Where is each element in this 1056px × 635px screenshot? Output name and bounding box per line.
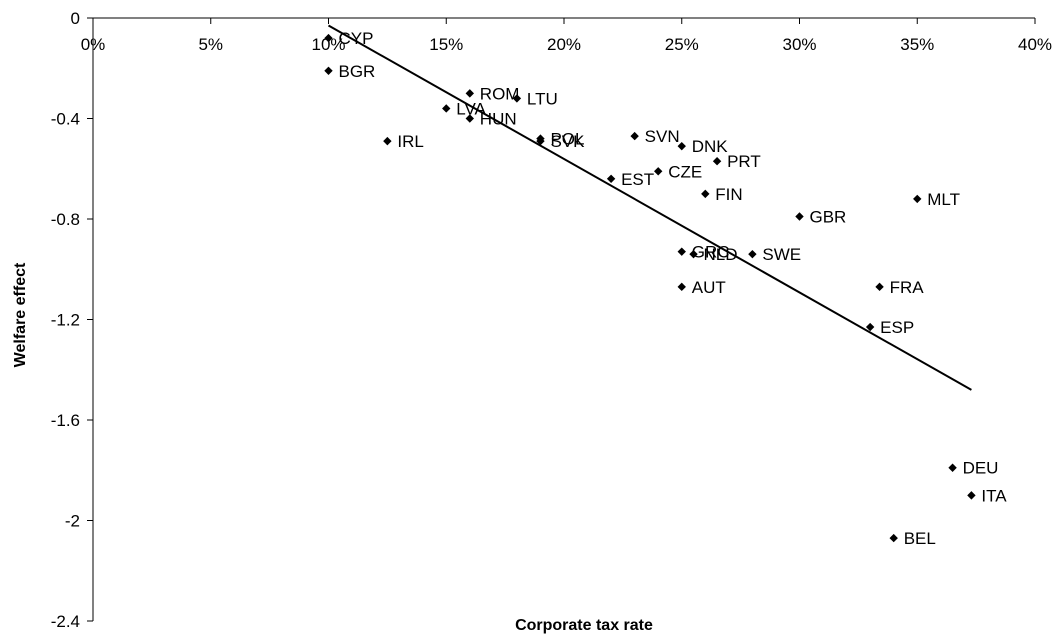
data-point-marker bbox=[512, 94, 522, 103]
data-point-label: GBR bbox=[810, 207, 847, 226]
data-point-label: EST bbox=[621, 170, 654, 189]
data-point-label: LTU bbox=[527, 89, 558, 108]
data-point-label: ESP bbox=[880, 318, 914, 337]
data-point-marker bbox=[948, 463, 957, 472]
data-point-label: NLD bbox=[704, 245, 738, 264]
y-tick-label: 0 bbox=[71, 9, 80, 28]
data-point-label: IRL bbox=[397, 132, 423, 151]
data-point-label: HUN bbox=[480, 110, 517, 129]
x-tick-label: 30% bbox=[782, 35, 816, 54]
data-point-marker bbox=[654, 167, 663, 176]
data-point-label: CZE bbox=[668, 162, 702, 181]
data-point-label: MLT bbox=[927, 190, 960, 209]
data-point-marker bbox=[889, 533, 898, 543]
data-point-marker bbox=[689, 249, 698, 259]
data-point-label: PRT bbox=[727, 152, 761, 171]
x-tick-label: 35% bbox=[900, 35, 934, 54]
x-tick-label: 5% bbox=[198, 35, 223, 54]
x-axis-title: Corporate tax rate bbox=[515, 617, 653, 634]
data-point-marker bbox=[630, 131, 639, 141]
x-tick-label: 20% bbox=[547, 35, 581, 54]
data-point-label: BEL bbox=[904, 529, 936, 548]
data-point-label: ITA bbox=[981, 486, 1007, 505]
y-tick-label: -2.4 bbox=[51, 612, 80, 631]
x-tick-label: 40% bbox=[1018, 35, 1052, 54]
data-point-marker bbox=[324, 66, 333, 75]
data-point-marker bbox=[606, 174, 616, 183]
data-point-label: SVK bbox=[550, 132, 585, 151]
data-point-marker bbox=[677, 141, 686, 151]
data-point-label: DEU bbox=[963, 459, 999, 478]
x-tick-label: 0% bbox=[81, 35, 106, 54]
data-point-marker bbox=[865, 322, 875, 332]
data-point-marker bbox=[795, 212, 804, 221]
data-point-label: SVN bbox=[645, 127, 680, 146]
data-point-marker bbox=[913, 194, 922, 204]
x-tick-label: 25% bbox=[665, 35, 699, 54]
y-axis-title: Welfare effect bbox=[12, 262, 29, 367]
data-point-label: FIN bbox=[715, 185, 742, 204]
data-point-marker bbox=[677, 247, 686, 256]
y-tick-label: -2 bbox=[65, 512, 80, 531]
y-tick-label: -0.4 bbox=[51, 110, 80, 129]
data-point-label: DNK bbox=[692, 137, 729, 156]
y-tick-label: -1.6 bbox=[51, 411, 80, 430]
data-point-marker bbox=[967, 491, 976, 500]
data-point-marker bbox=[442, 104, 451, 113]
data-point-label: FRA bbox=[890, 278, 925, 297]
x-tick-label: 15% bbox=[429, 35, 463, 54]
data-point-marker bbox=[324, 33, 333, 43]
data-point-label: SWE bbox=[762, 245, 801, 264]
data-point-label: POL bbox=[550, 130, 584, 149]
data-point-marker bbox=[536, 136, 545, 146]
y-axis-ticks: 0 -0.4 -0.8 -1.2 -1.6 -2 -2.4 bbox=[51, 9, 93, 631]
y-tick-label: -0.8 bbox=[51, 210, 80, 229]
data-point-marker bbox=[712, 157, 722, 166]
data-point-marker bbox=[701, 189, 710, 199]
data-point-marker bbox=[677, 282, 686, 292]
data-point-marker bbox=[875, 282, 884, 292]
data-point-marker bbox=[465, 89, 474, 98]
data-point-label: GRC bbox=[692, 243, 730, 262]
y-tick-label: -1.2 bbox=[51, 311, 80, 330]
data-point-marker bbox=[383, 136, 392, 146]
data-point-marker bbox=[465, 114, 474, 123]
data-point-marker bbox=[748, 249, 757, 259]
data-point-label: CYP bbox=[339, 29, 374, 48]
trend-line bbox=[328, 24, 972, 391]
x-axis-ticks: 0% 5% 10% 15% 20% 25% 30% 35% 40% bbox=[81, 18, 1052, 54]
data-point-label: ROM bbox=[480, 84, 520, 103]
data-point-label: AUT bbox=[692, 278, 726, 297]
x-tick-label: 10% bbox=[311, 35, 345, 54]
data-point-label: BGR bbox=[339, 62, 376, 81]
data-point-label: LVA bbox=[456, 99, 486, 118]
